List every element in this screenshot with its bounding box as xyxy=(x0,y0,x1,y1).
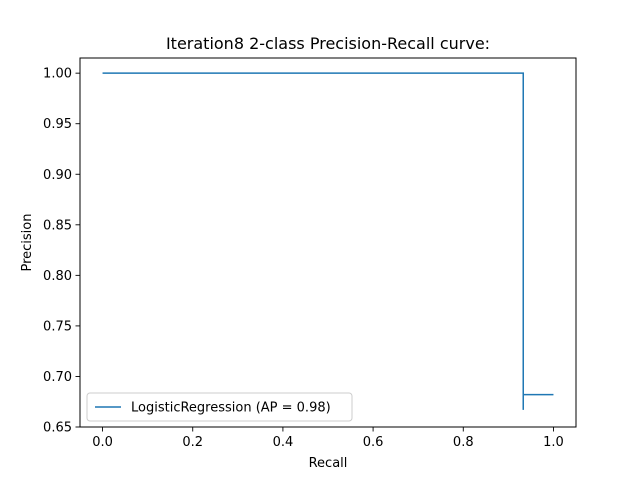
chart-title: Iteration8 2-class Precision-Recall curv… xyxy=(166,34,490,53)
x-tick-label: 0.4 xyxy=(273,435,294,450)
x-axis-ticks: 0.0 0.2 0.4 0.6 0.8 1.0 xyxy=(92,427,564,450)
pr-curve-line xyxy=(102,72,554,410)
y-tick-label: 1.00 xyxy=(43,67,72,82)
y-tick-label: 0.80 xyxy=(43,269,72,284)
x-axis-label: Recall xyxy=(309,456,348,471)
y-tick-label: 0.65 xyxy=(43,421,72,436)
y-tick-label: 0.85 xyxy=(43,218,72,233)
legend: LogisticRegression (AP = 0.98) xyxy=(86,392,353,422)
x-tick-label: 0.2 xyxy=(182,435,203,450)
legend-box xyxy=(86,392,353,422)
curve-layer xyxy=(102,72,554,410)
plot-frame xyxy=(79,57,577,428)
y-tick-label: 0.95 xyxy=(43,117,72,132)
legend-entry-label: LogisticRegression (AP = 0.98) xyxy=(131,401,331,416)
y-tick-label: 0.70 xyxy=(43,370,72,385)
y-tick-label: 0.90 xyxy=(43,168,72,183)
x-tick-label: 0.6 xyxy=(363,435,384,450)
x-tick-label: 0.8 xyxy=(453,435,474,450)
y-axis-ticks: 0.65 0.70 0.75 0.80 0.85 0.90 0.95 1.00 xyxy=(43,67,80,436)
y-axis-label: Precision xyxy=(20,213,35,271)
plot-area xyxy=(80,58,576,427)
y-tick-label: 0.75 xyxy=(43,319,72,334)
x-tick-label: 1.0 xyxy=(543,435,564,450)
x-tick-label: 0.0 xyxy=(92,435,113,450)
